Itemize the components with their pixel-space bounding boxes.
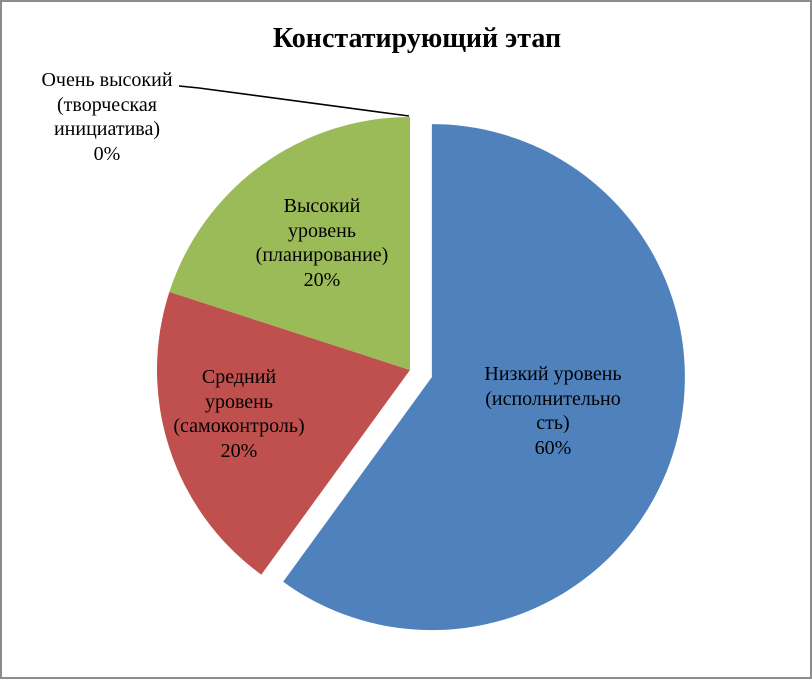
pie-slice-medium-level[interactable] [157, 291, 410, 575]
pie-slice-high-level[interactable] [169, 117, 410, 370]
slice-label-high-level: Высокий уровень (планирование) 20% [255, 195, 389, 291]
leader-line-very-high [178, 85, 410, 117]
pie-slice-low-level[interactable] [283, 124, 685, 631]
pie-slices [157, 117, 685, 631]
chart-title: Констатирующий этап [272, 23, 562, 54]
slice-label-very-high-level: Очень высокий (творческая инициатива) 0% [41, 69, 173, 165]
slice-label-low-level: Низкий уровень (исполнительно сть) 60% [484, 363, 622, 459]
slice-label-medium-level: Средний уровень (самоконтроль) 20% [173, 366, 305, 462]
